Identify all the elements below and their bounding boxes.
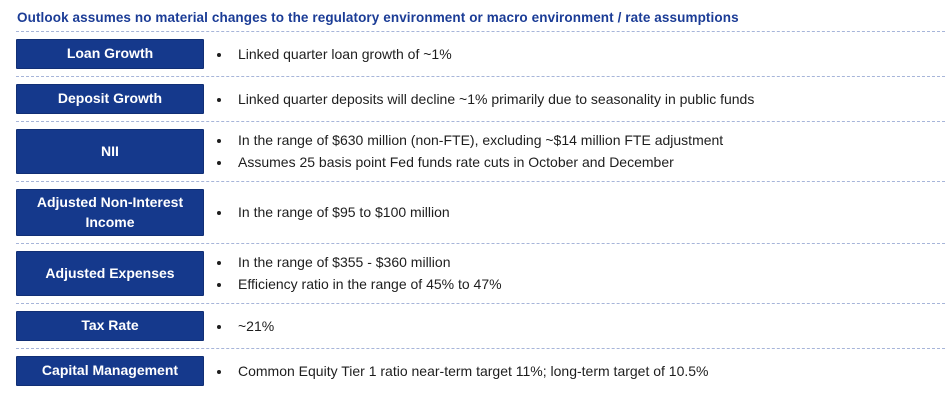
bullet-list: Linked quarter deposits will decline ~1%… <box>212 88 754 111</box>
row-content: In the range of $630 million (non-FTE), … <box>212 129 945 174</box>
bullet-item: Linked quarter deposits will decline ~1%… <box>232 89 754 110</box>
row-content: Common Equity Tier 1 ratio near-term tar… <box>212 356 945 386</box>
row-content: Linked quarter deposits will decline ~1%… <box>212 84 945 114</box>
row-content: In the range of $95 to $100 million <box>212 189 945 236</box>
row-divider <box>16 303 945 305</box>
bullet-list: Linked quarter loan growth of ~1% <box>212 43 452 66</box>
header-divider <box>16 31 945 32</box>
outlook-row: Adjusted Non-Interest Income In the rang… <box>16 182 945 243</box>
row-label: NII <box>16 129 204 174</box>
row-content: ~21% <box>212 311 945 341</box>
row-label: Capital Management <box>16 356 204 387</box>
outlook-row: Deposit Growth Linked quarter deposits w… <box>16 77 945 121</box>
row-divider <box>16 76 945 77</box>
row-content: In the range of $355 - $360 millionEffic… <box>212 251 945 296</box>
row-label: Deposit Growth <box>16 84 204 114</box>
bullet-list: ~21% <box>212 315 274 338</box>
bullet-list: In the range of $355 - $360 millionEffic… <box>212 251 502 296</box>
row-label: Loan Growth <box>16 39 204 69</box>
outlook-row: NII In the range of $630 million (non-FT… <box>16 122 945 181</box>
row-content: Linked quarter loan growth of ~1% <box>212 39 945 69</box>
row-divider <box>16 348 945 350</box>
outlook-row: Loan Growth Linked quarter loan growth o… <box>16 32 945 76</box>
row-divider <box>16 243 945 245</box>
page-title: Outlook assumes no material changes to t… <box>17 10 739 25</box>
bullet-list: Common Equity Tier 1 ratio near-term tar… <box>212 360 709 383</box>
row-label: Tax Rate <box>16 311 204 342</box>
bullet-item: Linked quarter loan growth of ~1% <box>232 44 452 65</box>
bullet-item: Assumes 25 basis point Fed funds rate cu… <box>232 152 723 173</box>
bullet-item: In the range of $95 to $100 million <box>232 202 450 223</box>
outlook-row: Capital Management Common Equity Tier 1 … <box>16 349 945 393</box>
bullet-item: Common Equity Tier 1 ratio near-term tar… <box>232 361 709 382</box>
bullet-list: In the range of $630 million (non-FTE), … <box>212 129 723 174</box>
bullet-item: In the range of $355 - $360 million <box>232 252 502 273</box>
bullet-list: In the range of $95 to $100 million <box>212 201 450 224</box>
row-label: Adjusted Expenses <box>16 251 204 297</box>
outlook-rows-container: Loan Growth Linked quarter loan growth o… <box>16 32 945 393</box>
outlook-row: Tax Rate ~21% <box>16 304 945 348</box>
outlook-row: Adjusted Expenses In the range of $355 -… <box>16 244 945 303</box>
row-divider <box>16 121 945 122</box>
row-divider <box>16 181 945 182</box>
bullet-item: In the range of $630 million (non-FTE), … <box>232 130 723 151</box>
row-label: Adjusted Non-Interest Income <box>16 189 204 237</box>
bullet-item: ~21% <box>232 316 274 337</box>
bullet-item: Efficiency ratio in the range of 45% to … <box>232 274 502 295</box>
